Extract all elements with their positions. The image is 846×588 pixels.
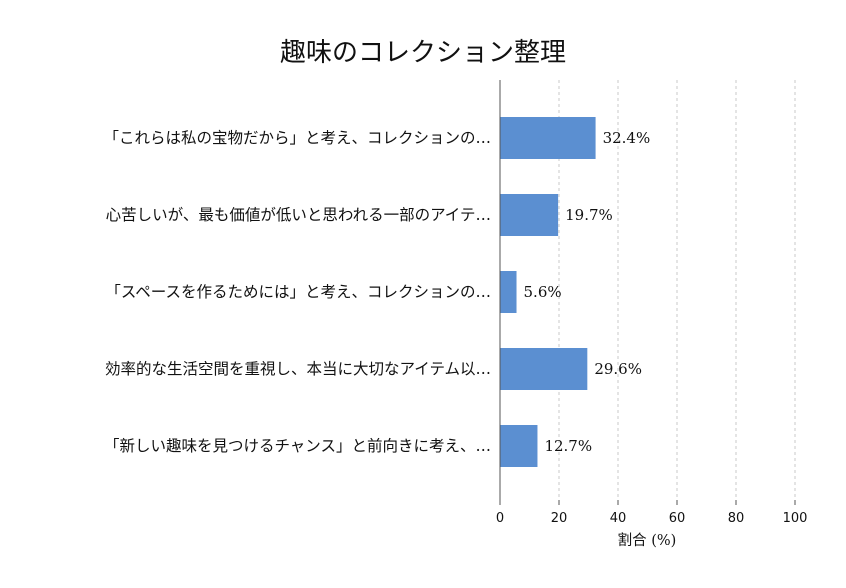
value-label: 12.7% — [544, 437, 592, 455]
value-labels: 32.4% 19.7% 5.6% 29.6% 12.7% — [524, 129, 651, 455]
category-label: 「新しい趣味を見つけるチャンス」と前向きに考え、… — [104, 437, 491, 455]
category-labels: 「これらは私の宝物だから」と考え、コレクションの… 心苦しいが、最も価値が低いと思… — [103, 129, 491, 455]
category-label: 効率的な生活空間を重視し、本当に大切なアイテム以… — [105, 360, 491, 378]
value-label: 19.7% — [565, 206, 613, 224]
grid-lines — [558, 80, 796, 500]
value-label: 29.6% — [594, 360, 642, 378]
bar — [500, 117, 596, 159]
value-label: 32.4% — [603, 129, 651, 147]
value-label: 5.6% — [524, 283, 562, 301]
bar — [500, 348, 588, 390]
x-tick-label: 60 — [669, 511, 686, 526]
bar — [500, 194, 559, 236]
category-label: 「これらは私の宝物だから」と考え、コレクションの… — [103, 129, 491, 147]
x-axis-title: 割合 (%) — [618, 532, 677, 549]
x-tick-label: 80 — [728, 511, 745, 526]
chart-title: 趣味のコレクション整理 — [280, 38, 566, 68]
x-tick-label: 40 — [610, 511, 627, 526]
bars — [500, 117, 596, 467]
x-tick-label: 20 — [551, 511, 568, 526]
x-tick-label: 0 — [496, 511, 504, 526]
bar — [500, 271, 517, 313]
x-axis: 0 20 40 60 80 100 — [496, 80, 808, 526]
x-tick-label: 100 — [783, 511, 808, 526]
category-label: 「スペースを作るためには」と考え、コレクションの… — [105, 283, 491, 301]
category-label: 心苦しいが、最も価値が低いと思われる一部のアイテ… — [106, 206, 491, 224]
bar — [500, 425, 538, 467]
